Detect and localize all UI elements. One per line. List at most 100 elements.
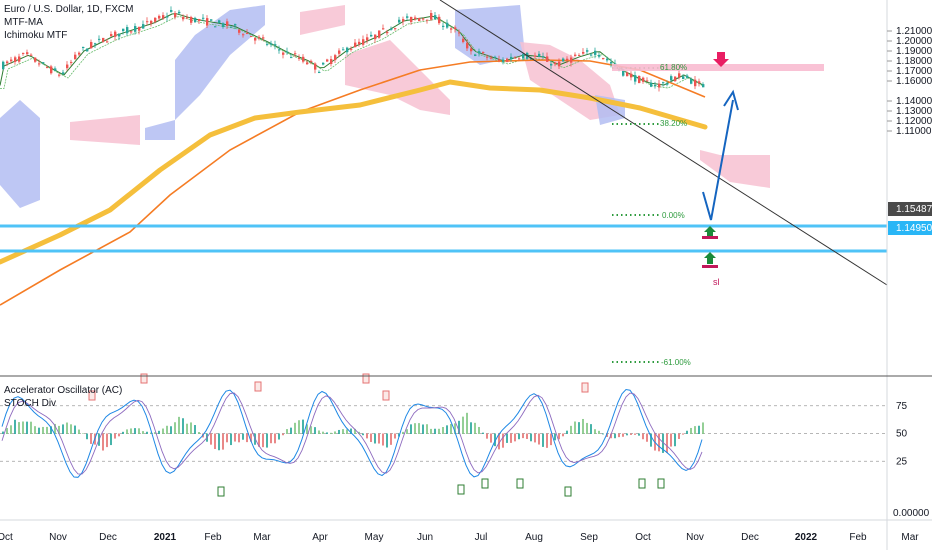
ac-bar [18, 422, 20, 434]
ac-bar [330, 432, 332, 434]
candle-body [290, 57, 293, 59]
ac-bar [374, 433, 376, 444]
ac-bar [50, 426, 52, 434]
indicator-ac[interactable]: Accelerator Oscillator (AC) [4, 385, 123, 396]
stoch-d-line [1, 392, 703, 475]
candle-body [606, 58, 609, 61]
candle-body [642, 77, 645, 82]
ac-bar [522, 433, 524, 439]
time-label: May [365, 532, 384, 543]
candle-body [286, 51, 289, 53]
ac-bar [530, 433, 532, 442]
ac-bar [546, 433, 548, 448]
ac-bar [70, 424, 72, 434]
candle-body [122, 28, 125, 32]
indicator-ichimoku[interactable]: Ichimoku MTF [4, 30, 68, 41]
ac-bar [270, 433, 272, 444]
ac-bar [186, 423, 188, 434]
ac-bar [142, 431, 144, 434]
indicator-mtf-ma[interactable]: MTF-MA [4, 17, 43, 28]
ac-bar [242, 433, 244, 440]
ac-bar [506, 433, 508, 443]
candle-body [446, 22, 449, 28]
candle-body [370, 34, 373, 37]
candle-body [310, 60, 313, 62]
ac-bar [526, 433, 528, 439]
candlesticks[interactable] [2, 6, 705, 92]
ac-bar [122, 431, 124, 434]
candle-body [454, 27, 457, 29]
ac-bar [62, 424, 64, 434]
candle-body [106, 41, 109, 43]
candle-body [546, 56, 549, 62]
ac-bar [234, 433, 236, 442]
candle-body [198, 19, 201, 21]
ac-bar [362, 433, 364, 436]
time-label: 2022 [795, 532, 818, 543]
candle-body [482, 52, 485, 54]
candle-body [610, 62, 613, 64]
candle-body [338, 50, 341, 54]
candle-body [14, 57, 17, 62]
ac-bar [498, 433, 500, 450]
ac-bar [542, 433, 544, 447]
candle-body [130, 31, 133, 33]
projection-arrowhead [723, 89, 739, 111]
ac-bar [590, 424, 592, 434]
ac-bar [454, 423, 456, 434]
candle-body [534, 55, 537, 57]
ac-bar [38, 427, 40, 434]
candle-body [26, 52, 29, 55]
candle-body [346, 47, 349, 53]
ac-bar [346, 429, 348, 434]
candle-body [86, 48, 89, 52]
ac-bar [114, 433, 116, 439]
price-tick-label: 1.18000 [896, 56, 932, 67]
candle-body [274, 44, 277, 46]
drawings[interactable] [0, 0, 888, 363]
ac-bar [58, 425, 60, 434]
candle-body [490, 57, 493, 59]
ichimoku-cloud [0, 5, 770, 208]
candle-body [94, 43, 97, 45]
candle-body [410, 16, 413, 22]
time-label: Nov [49, 532, 67, 543]
ac-bar [482, 432, 484, 434]
candle-body [38, 63, 41, 65]
time-label: Oct [0, 532, 13, 543]
legend-main: Euro / U.S. Dollar, 1D, FXCM MTF-MA Ichi… [4, 3, 133, 42]
sl-label: sl [713, 277, 720, 287]
ac-bar [614, 433, 616, 439]
candle-body [150, 20, 153, 24]
ac-bar [694, 426, 696, 434]
candle-body [202, 17, 205, 19]
candle-body [630, 73, 633, 78]
candle-body [374, 34, 377, 40]
ac-bar [246, 433, 248, 443]
indicator-stoch-div[interactable]: STOCH Div [4, 398, 57, 409]
time-label: Feb [849, 532, 867, 543]
candle-body [366, 37, 369, 41]
ac-bar [342, 429, 344, 434]
ac-bar [226, 433, 228, 443]
candle-body [278, 49, 281, 51]
ac-bar [90, 433, 92, 444]
symbol-title[interactable]: Euro / U.S. Dollar, 1D, FXCM [4, 4, 134, 15]
ac-bar [486, 433, 488, 439]
ac-bar [474, 422, 476, 434]
target-arrow-icon [713, 52, 729, 67]
candle-body [214, 26, 217, 28]
candle-body [550, 63, 553, 66]
candle-body [358, 41, 361, 45]
ac-bar [386, 433, 388, 448]
ac-bar [250, 433, 252, 442]
ac-bar [562, 433, 564, 437]
candle-body [58, 74, 61, 76]
ac-bar [218, 433, 220, 451]
fib-382-label: 38.20% [660, 119, 687, 128]
candle-body [166, 16, 169, 18]
ac-bar [170, 426, 172, 434]
ac-bar [274, 433, 276, 444]
kumo-patch [455, 5, 525, 65]
